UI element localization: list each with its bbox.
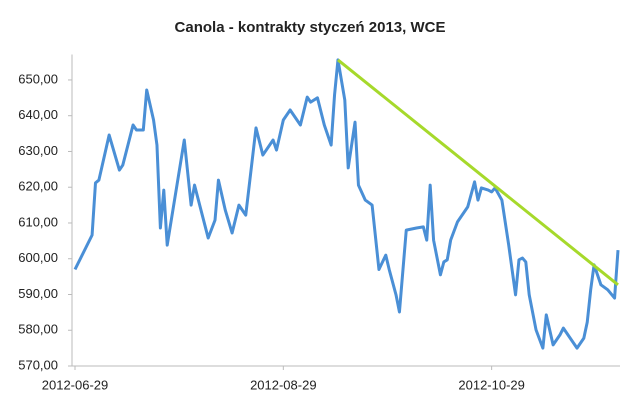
y-tick-label: 600,00 — [18, 250, 58, 265]
y-tick-label: 630,00 — [18, 143, 58, 158]
y-tick-label: 640,00 — [18, 107, 58, 122]
x-tick-label: 2012-10-29 — [458, 377, 525, 392]
y-tick-label: 650,00 — [18, 71, 58, 86]
price-line — [73, 58, 620, 350]
y-tick-label: 580,00 — [18, 322, 58, 337]
y-tick-label: 590,00 — [18, 286, 58, 301]
x-tick-label: 2012-08-29 — [250, 377, 317, 392]
y-tick-label: 620,00 — [18, 179, 58, 194]
x-tick-label: 2012-06-29 — [42, 377, 109, 392]
y-tick-label: 610,00 — [18, 214, 58, 229]
chart-title: Canola - kontrakty styczeń 2013, WCE — [175, 19, 446, 36]
y-tick-label: 570,00 — [18, 357, 58, 372]
trend-line — [337, 58, 619, 287]
